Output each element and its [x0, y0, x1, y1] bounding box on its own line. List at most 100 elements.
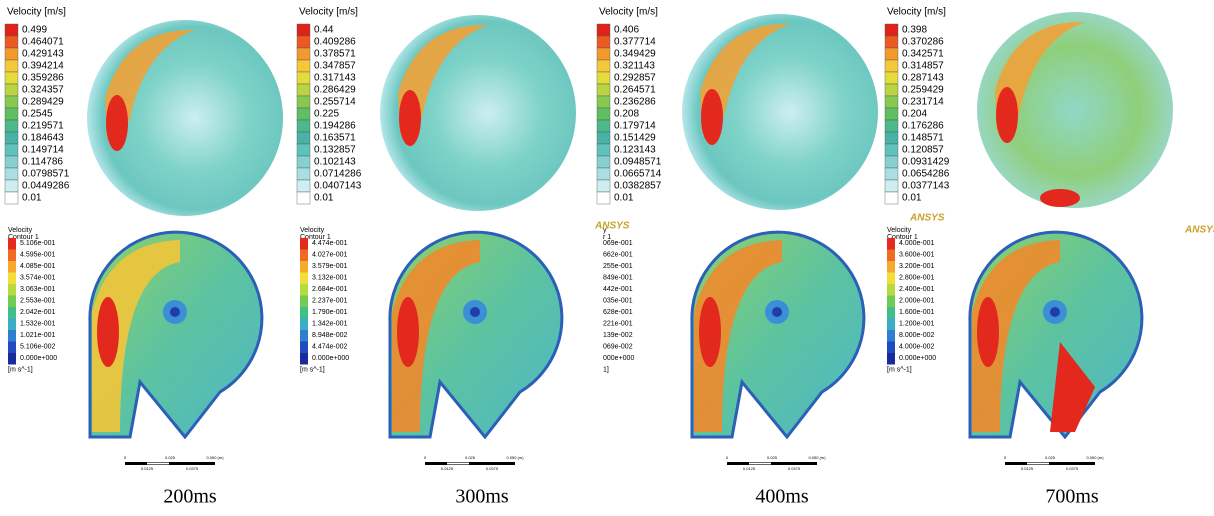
legend-swatch — [300, 353, 308, 365]
legend-label: 3.579e-001 — [312, 263, 348, 270]
legend-label: 0.378571 — [314, 49, 356, 60]
legend-swatch — [8, 284, 16, 296]
legend-label: 0.208 — [614, 109, 639, 120]
legend-swatch — [297, 180, 310, 192]
legend-swatch — [300, 284, 308, 296]
scale-label: 0.025 — [767, 455, 778, 460]
legend-label: 0.01 — [314, 193, 334, 204]
legend-label: 0.317143 — [314, 73, 356, 84]
legend-unit: [m s^-1] — [887, 366, 912, 373]
legend-swatch — [597, 120, 610, 132]
legend-swatch — [597, 132, 610, 144]
legend-swatch — [597, 192, 610, 204]
legend-label: 3.063e-001 — [20, 286, 56, 293]
scale-label: 0.0375 — [486, 466, 499, 471]
legend-label: 0.44 — [314, 25, 334, 36]
scale-label: 0.0125 — [743, 466, 756, 471]
legend-swatch — [597, 96, 610, 108]
legend-label: 0.01 — [902, 193, 922, 204]
legend-swatch — [887, 238, 895, 250]
jet-core — [699, 297, 721, 367]
panel: Velocity [m/s] 0.3980.3702860.3425710.314… — [885, 7, 1173, 508]
legend-label: 0.259429 — [902, 85, 944, 96]
legend-swatch — [885, 24, 898, 36]
legend-swatch — [885, 48, 898, 60]
legend-swatch — [300, 273, 308, 285]
legend-label: 0.204 — [902, 109, 927, 120]
legend-label: 0.231714 — [902, 97, 944, 108]
legend-label: 035e-001 — [603, 297, 633, 304]
legend-swatch — [597, 48, 610, 60]
legend-label: 1.200e-001 — [899, 320, 935, 327]
legend-label: 0.409286 — [314, 37, 356, 48]
scale-bar-gap — [447, 463, 469, 465]
legend-label: 0.163571 — [314, 133, 356, 144]
legend-label: 0.287143 — [902, 73, 944, 84]
legend-swatch — [885, 144, 898, 156]
legend-swatch — [885, 72, 898, 84]
legend-title: Velocity [m/s] — [887, 7, 946, 18]
legend-label: 3.600e-001 — [899, 251, 935, 258]
legend-label: 0.370286 — [902, 37, 944, 48]
legend-label: 0.0377143 — [902, 181, 950, 192]
legend-swatch — [297, 144, 310, 156]
legend-label: 0.286429 — [314, 85, 356, 96]
legend-label: 3.574e-001 — [20, 274, 56, 281]
legend-label: 0.499 — [22, 25, 47, 36]
legend-label: 0.314857 — [902, 61, 944, 72]
legend-label: 0.102143 — [314, 157, 356, 168]
legend-swatch — [5, 60, 18, 72]
legend-swatch — [297, 156, 310, 168]
legend-swatch — [300, 319, 308, 331]
legend-label: 4.474e-001 — [312, 240, 348, 247]
legend-label: 0.176286 — [902, 121, 944, 132]
legend-label: 0.0798571 — [22, 169, 70, 180]
legend-label: 0.264571 — [614, 85, 656, 96]
legend-swatch — [887, 296, 895, 308]
scale-label: 0.025 — [465, 455, 476, 460]
legend-swatch — [300, 342, 308, 354]
legend-label: 0.0407143 — [314, 181, 362, 192]
legend-swatch — [887, 250, 895, 262]
legend-label: 0.321143 — [614, 61, 655, 72]
legend-label: 1.600e-001 — [899, 309, 935, 316]
legend-label: 0.000e+000 — [20, 355, 57, 362]
scale-label: 0.025 — [165, 455, 176, 460]
legend-label: 2.400e-001 — [899, 286, 935, 293]
legend-label: 0.398 — [902, 25, 927, 36]
legend-swatch — [597, 60, 610, 72]
vortex-center — [772, 307, 782, 317]
caption: 200ms — [163, 486, 217, 508]
caption: 300ms — [455, 486, 509, 508]
legend-label: 2.237e-001 — [312, 297, 348, 304]
legend-swatch — [297, 48, 310, 60]
scale-label: 0.050 (m) — [206, 455, 224, 460]
legend-label: 0.151429 — [614, 133, 656, 144]
legend-swatch — [885, 156, 898, 168]
legend-swatch — [300, 307, 308, 319]
legend-swatch — [885, 180, 898, 192]
legend-label: 0.01 — [22, 193, 42, 204]
scale-label: 0.0375 — [186, 466, 199, 471]
caption: 700ms — [1045, 486, 1099, 508]
legend-label: 0.406 — [614, 25, 639, 36]
legend-label: 0.000e+000 — [899, 355, 936, 362]
scale-bar — [125, 462, 215, 465]
legend-swatch — [8, 250, 16, 262]
legend-swatch — [297, 60, 310, 72]
legend-swatch — [597, 36, 610, 48]
scale-label: 0.0125 — [141, 466, 154, 471]
legend-swatch — [887, 319, 895, 331]
jet-core — [397, 297, 419, 367]
legend-swatch — [297, 72, 310, 84]
scale-bar — [425, 462, 515, 465]
scale-label: 0.050 (m) — [1086, 455, 1104, 460]
ansys-logo: ANSYS — [909, 213, 945, 224]
legend-label: 0.342571 — [902, 49, 944, 60]
legend-unit: [m s^-1] — [8, 366, 33, 373]
legend-swatch — [887, 273, 895, 285]
legend-title: Velocity [m/s] — [299, 7, 358, 18]
legend-swatch — [5, 108, 18, 120]
legend-label: 0.225 — [314, 109, 339, 120]
legend-swatch — [297, 168, 310, 180]
